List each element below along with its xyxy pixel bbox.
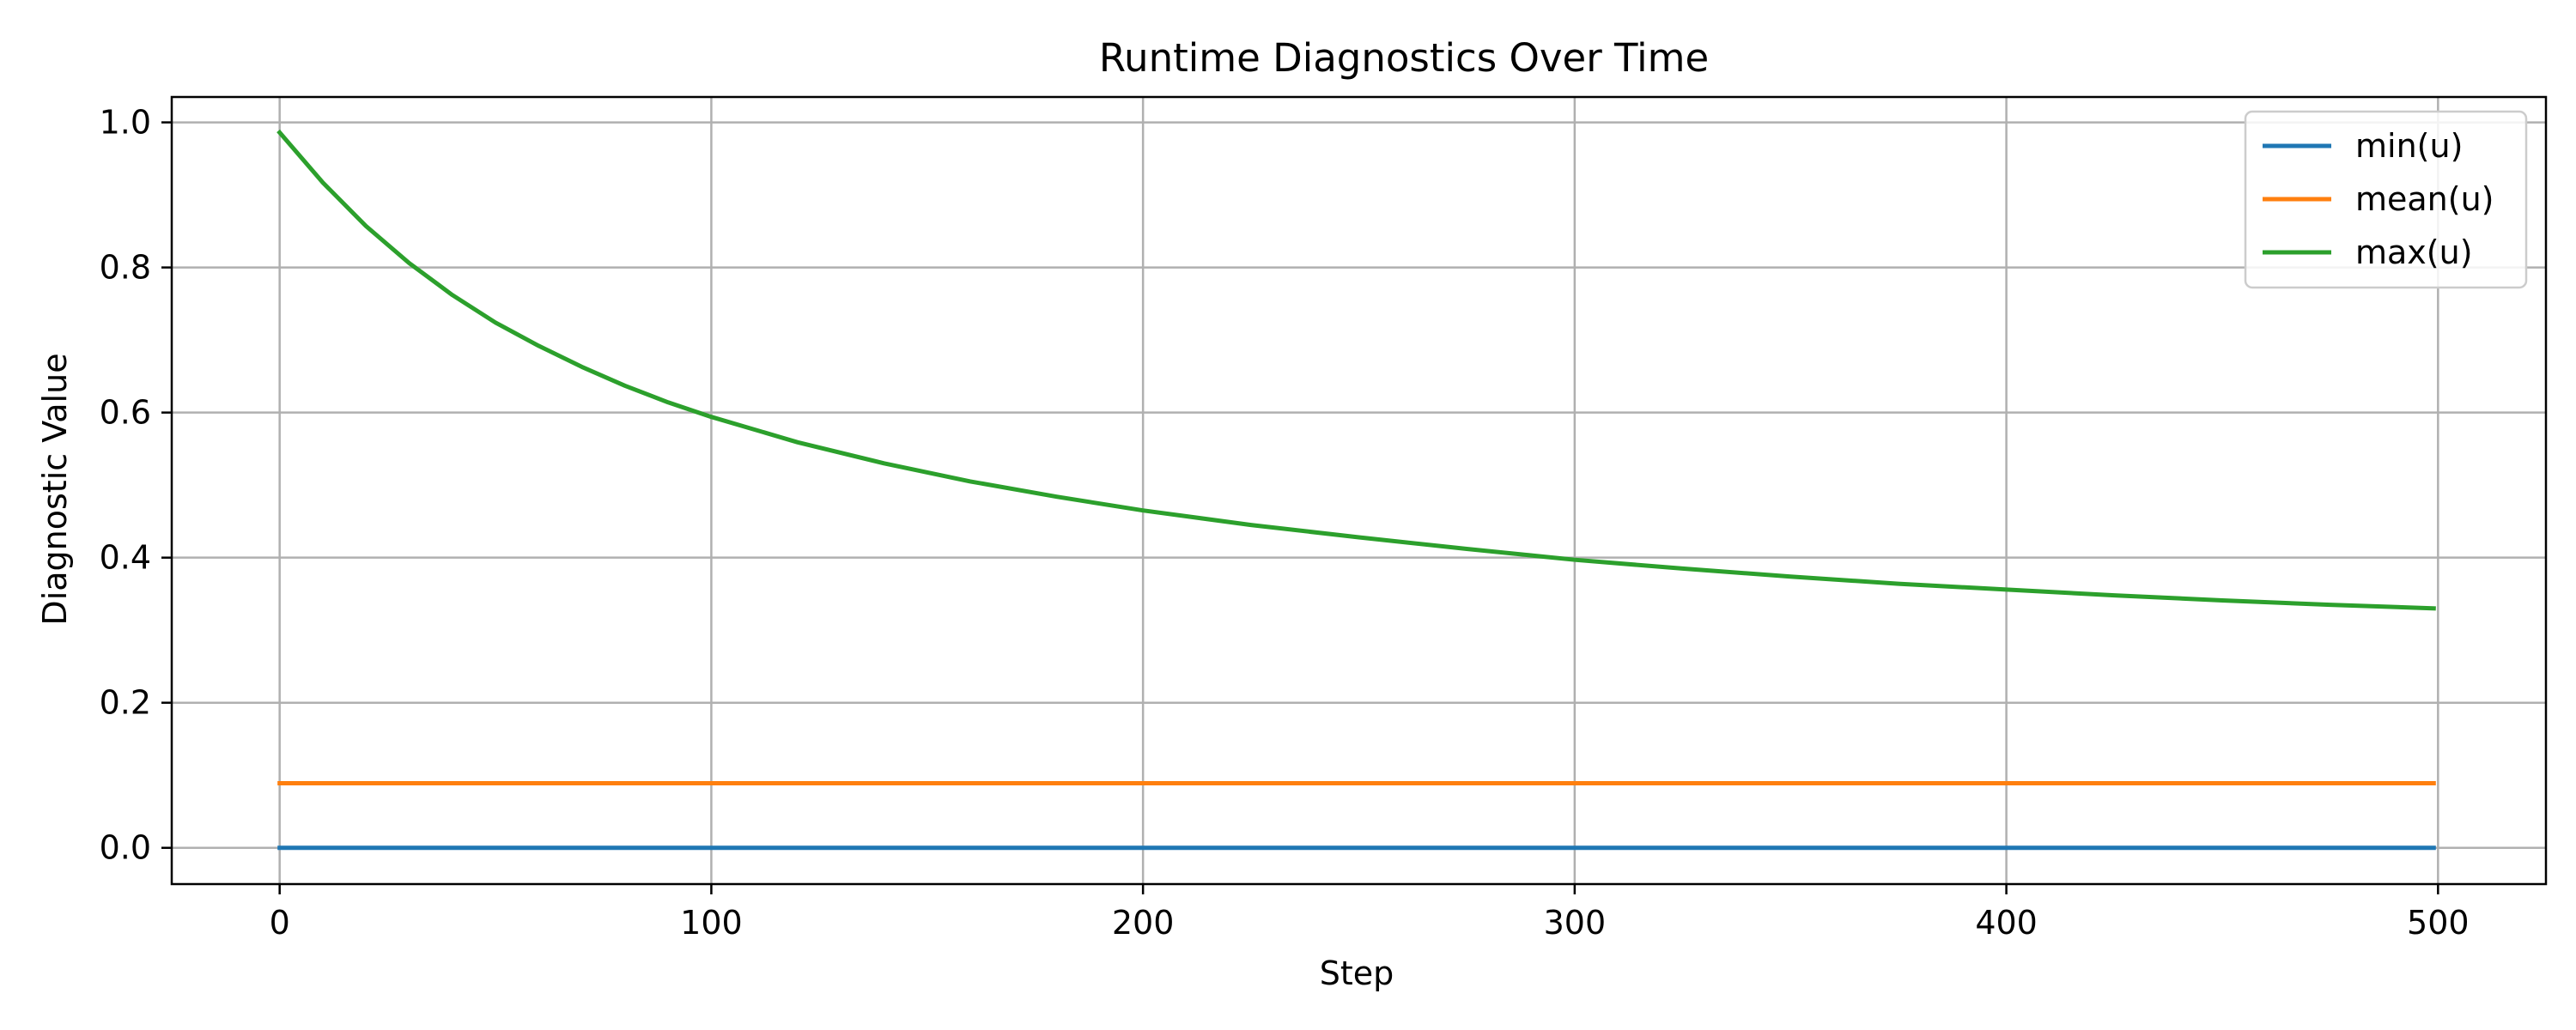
x-tick-label: 300 — [1544, 904, 1607, 942]
x-tick-label: 400 — [1975, 904, 2038, 942]
series-line-max-u — [276, 129, 2436, 611]
legend-box — [2244, 110, 2528, 289]
x-tick-label: 200 — [1112, 904, 1175, 942]
series-layer — [276, 129, 2436, 851]
plot-frame — [170, 95, 2548, 886]
x-tick-label: 0 — [270, 904, 290, 942]
legend-label-mean-u: mean(u) — [2355, 180, 2494, 218]
legend: min(u) mean(u) max(u) — [2244, 110, 2528, 289]
x-tick-label: 100 — [680, 904, 743, 942]
y-tick-label: 0.4 — [100, 539, 151, 577]
y-tick-label: 0.6 — [100, 394, 151, 432]
y-axis-label: Diagnostic Value — [36, 353, 74, 625]
x-axis-label: Step — [1320, 954, 1394, 992]
y-tick-label: 0.0 — [100, 829, 151, 867]
chart-title: Runtime Diagnostics Over Time — [1099, 35, 1709, 81]
legend-label-min-u: min(u) — [2355, 127, 2463, 165]
y-tick-label: 0.2 — [100, 684, 151, 722]
tick-layer: 0 100 200 300 400 500 0.0 0.2 0.4 0.6 0.8 1.0 — [100, 104, 2470, 942]
legend-items: min(u) mean(u) max(u) — [2263, 127, 2494, 271]
y-tick-label: 1.0 — [100, 104, 151, 142]
x-tick-label: 500 — [2407, 904, 2470, 942]
legend-label-max-u: max(u) — [2355, 233, 2473, 271]
y-tick-label: 0.8 — [100, 249, 151, 287]
